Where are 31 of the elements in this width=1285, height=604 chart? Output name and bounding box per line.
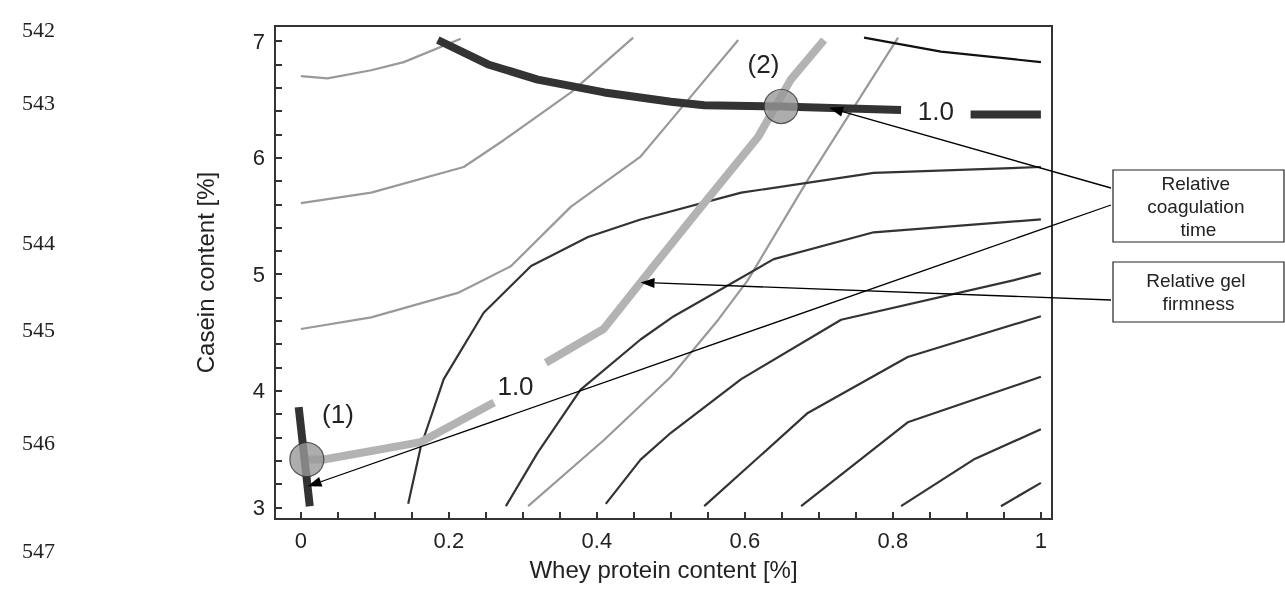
y-tick-label: 3 [252, 494, 265, 520]
line-series [299, 38, 740, 331]
line-series [703, 315, 1042, 508]
line-series [407, 165, 1042, 505]
annotation: (1) [322, 399, 354, 430]
annotation: (2) [747, 49, 780, 80]
x-tick-label: 1 [1034, 527, 1048, 553]
y-tick-label: 5 [252, 261, 265, 287]
text: 546 [22, 429, 55, 455]
text: Relative coagulation time [1147, 172, 1250, 240]
line-series [299, 37, 462, 80]
x-tick-label: 0 [294, 527, 308, 553]
x-axis-title: Whey protein content [%] [529, 555, 798, 583]
x-tick-label: 0.4 [581, 527, 613, 553]
text: 542 [22, 16, 55, 42]
annotation: 1.0 [917, 96, 954, 127]
y-tick-label: 6 [252, 145, 265, 171]
y-tick-label: 7 [252, 28, 265, 54]
y-tick-label: 4 [252, 378, 265, 404]
text: 543 [22, 89, 55, 115]
text: 545 [22, 316, 55, 342]
y-axis-title: Casein content [%] [191, 171, 219, 374]
line-series [299, 36, 635, 205]
x-tick-label: 0.8 [877, 527, 909, 553]
text: Relative gel firmness [1146, 270, 1251, 314]
x-tick-label: 0.6 [729, 527, 761, 553]
x-tick-label: 0.2 [433, 527, 465, 553]
text: 544 [22, 229, 55, 255]
annotation: 1.0 [497, 371, 534, 402]
text: 547 [22, 537, 55, 563]
line-series [604, 271, 1042, 505]
